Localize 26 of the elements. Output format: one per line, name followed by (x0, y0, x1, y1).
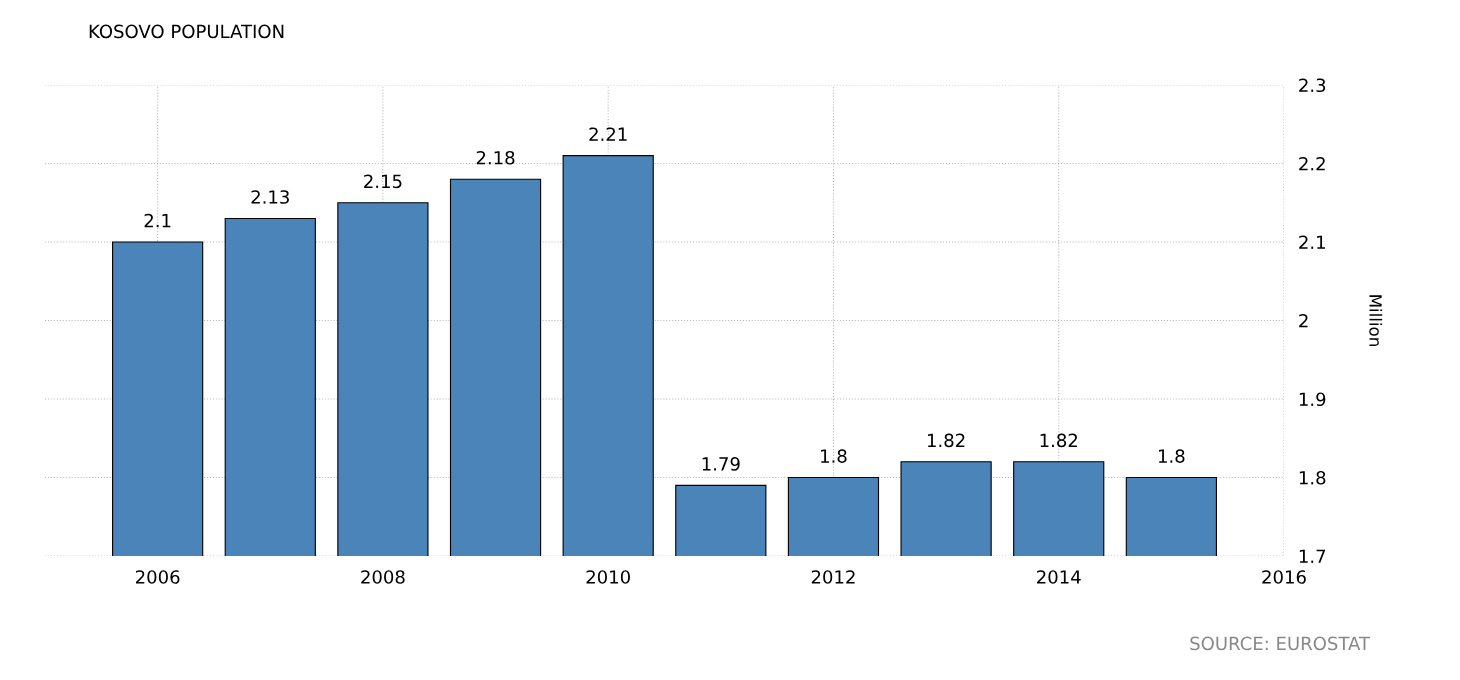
data-label: 1.82 (1040, 433, 1078, 448)
data-label: 1.79 (702, 457, 740, 471)
data-label: 2.21 (589, 127, 627, 141)
data-label: 1.8 (1158, 449, 1185, 463)
source-note: SOURCE: EUROSTAT (1190, 636, 1371, 651)
y-tick-label: 2.1 (1299, 235, 1325, 249)
x-tick-label: 2010 (586, 570, 630, 584)
x-tick-label: 2006 (135, 570, 180, 584)
x-tick-label: 2016 (1262, 570, 1306, 584)
y-tick-label: 1.8 (1299, 470, 1326, 485)
y-tick-label: 2.2 (1299, 156, 1325, 171)
data-label: 2.1 (144, 213, 171, 228)
x-tick-label: 2012 (811, 570, 855, 584)
data-label: 2.13 (251, 190, 289, 204)
data-label: 1.8 (821, 449, 847, 463)
y-tick-label: 1.7 (1299, 549, 1326, 563)
data-label: 2.18 (476, 150, 515, 165)
y-tick-label: 1.9 (1299, 392, 1326, 407)
data-label: 2.15 (364, 174, 402, 189)
y-axis-title: Million (1369, 295, 1383, 346)
data-label: 1.82 (927, 433, 965, 448)
x-tick-label: 2008 (361, 570, 405, 584)
chart-title: KOSOVO POPULATION (89, 24, 284, 39)
x-tick-label: 2014 (1037, 570, 1081, 584)
y-tick-label: 2.3 (1299, 78, 1326, 93)
y-tick-label: 2 (1299, 313, 1308, 328)
